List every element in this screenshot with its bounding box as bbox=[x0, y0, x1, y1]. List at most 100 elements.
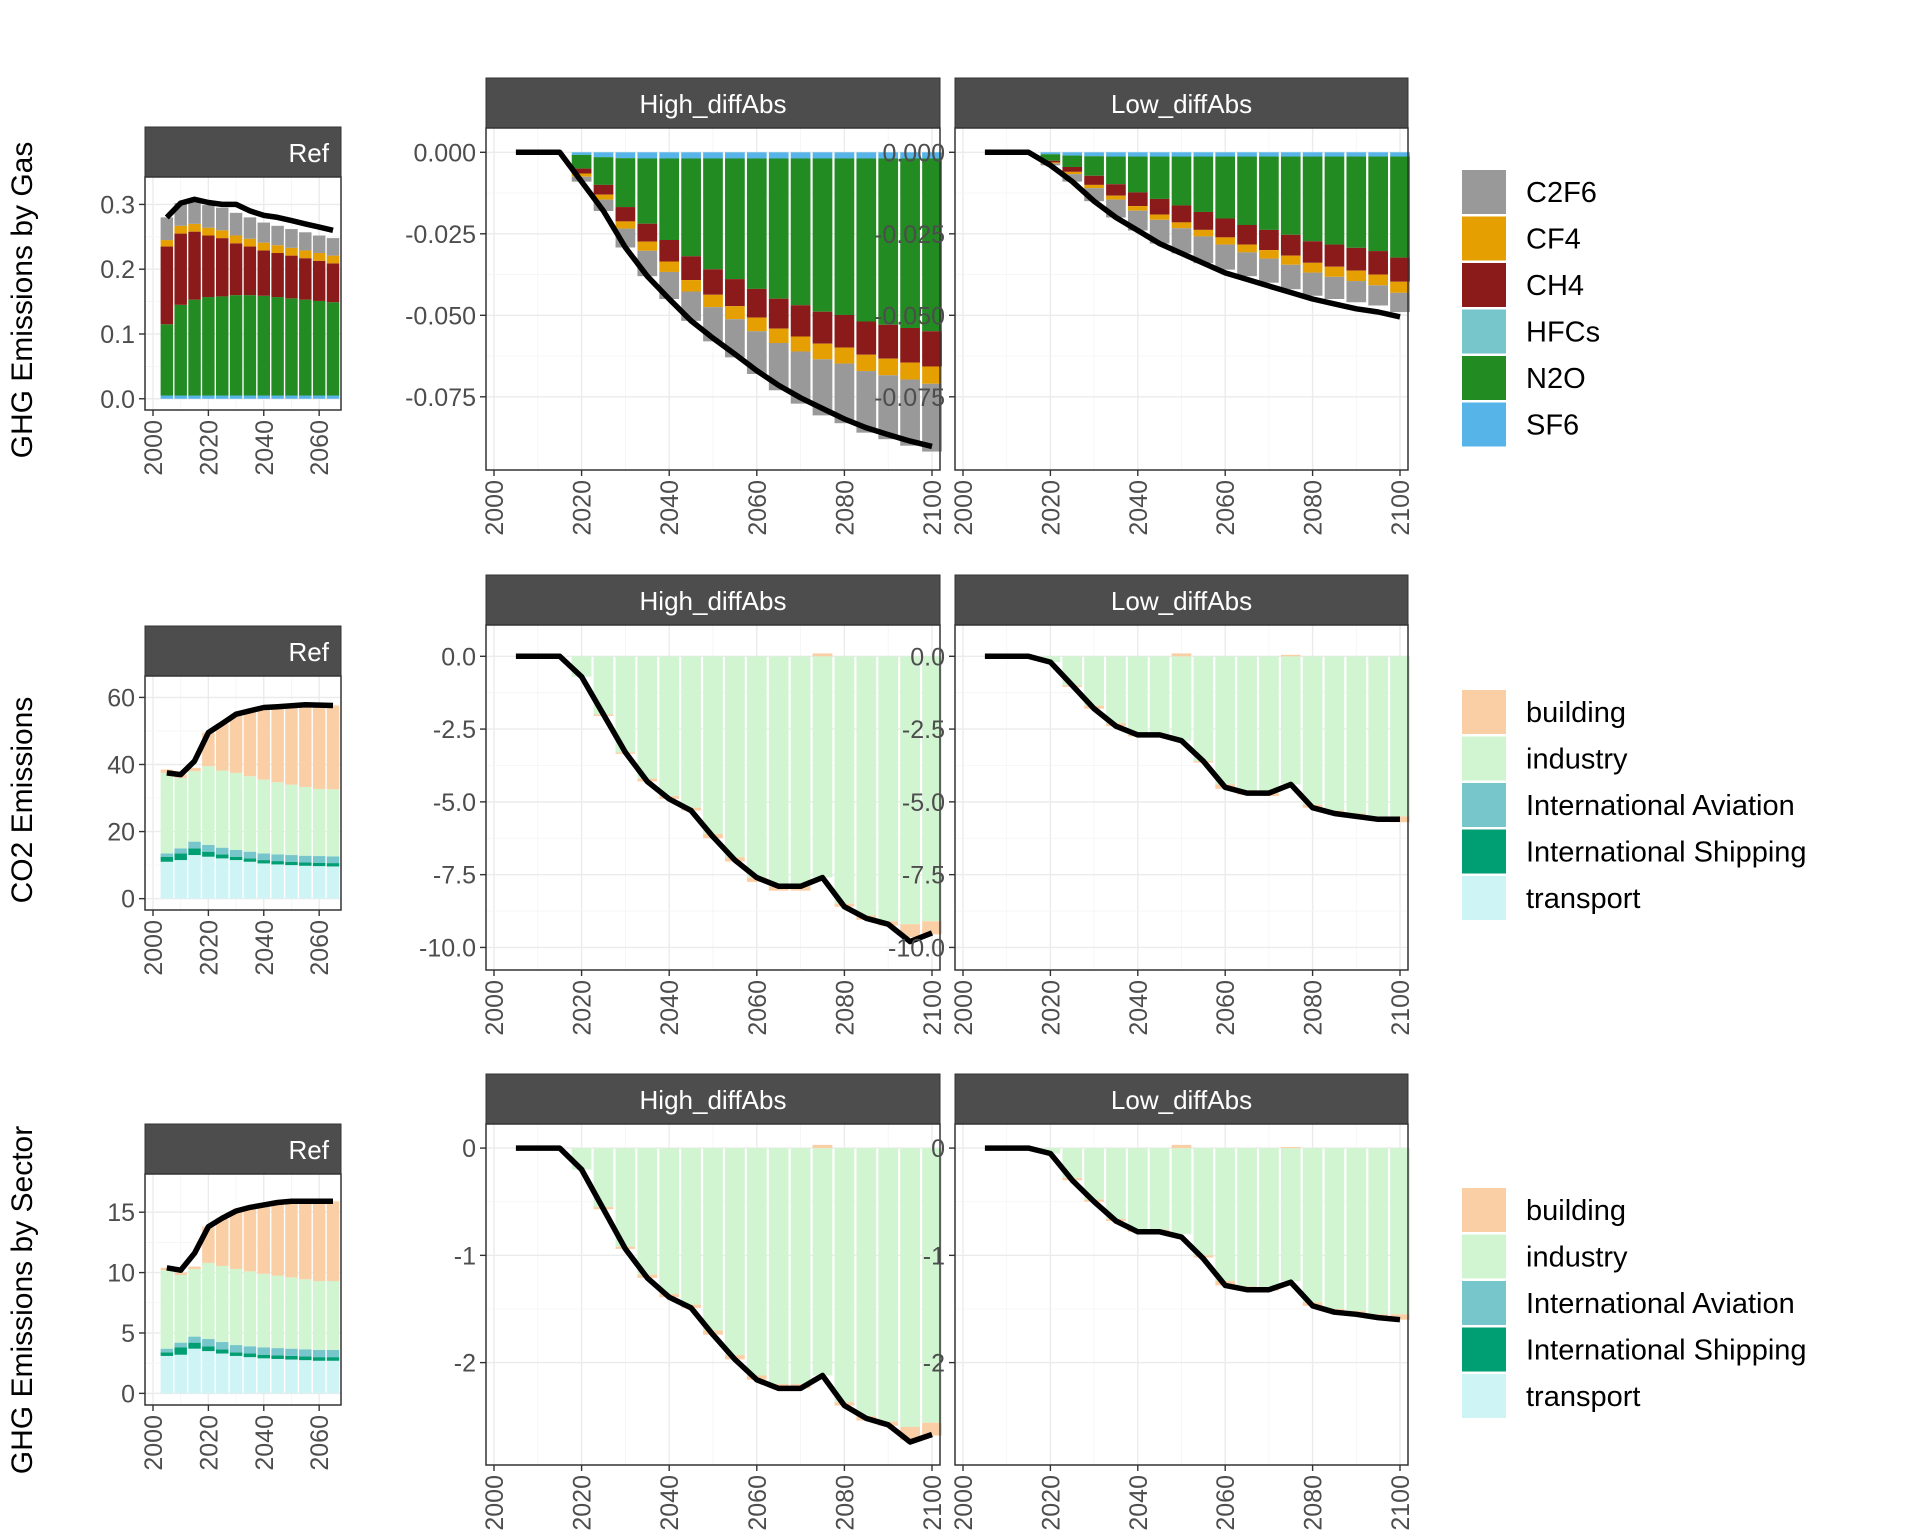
bar-ch4 bbox=[229, 243, 243, 296]
y-axis-title: GHG Emissions by Sector bbox=[6, 1126, 39, 1474]
bar-n2o bbox=[257, 295, 270, 396]
bar-cf4 bbox=[615, 221, 636, 229]
bar-n2o bbox=[1237, 156, 1257, 225]
bar-industry bbox=[812, 656, 833, 878]
bar-sf6 bbox=[1237, 152, 1257, 157]
y-tick-label: 60 bbox=[107, 684, 135, 712]
bar-building bbox=[299, 704, 312, 787]
bar-n2o bbox=[703, 158, 723, 270]
bar-n2o bbox=[1193, 156, 1214, 212]
bar-sf6 bbox=[216, 395, 229, 399]
bar-industry bbox=[593, 1148, 614, 1208]
bar-c2f6 bbox=[271, 225, 284, 246]
x-tick-label: 2080 bbox=[831, 480, 859, 536]
panel-border bbox=[485, 624, 941, 971]
bar-cf4 bbox=[725, 306, 745, 320]
x-tick-label: 2040 bbox=[251, 920, 279, 976]
bar-sf6 bbox=[1127, 152, 1148, 157]
bar-sf6 bbox=[312, 395, 326, 399]
bar-cf4 bbox=[174, 225, 187, 234]
bar-industry bbox=[243, 776, 257, 852]
bar-n2o bbox=[243, 295, 257, 396]
bar-industry bbox=[1324, 656, 1345, 811]
total-line bbox=[515, 1145, 933, 1445]
panel-border bbox=[485, 1123, 941, 1466]
bar-industry bbox=[812, 1148, 833, 1376]
y-tick-label: -7.5 bbox=[902, 862, 945, 890]
bar-international-aviation bbox=[299, 855, 312, 863]
bar-industry bbox=[1040, 656, 1061, 663]
bar-industry bbox=[174, 1275, 187, 1343]
bar-industry bbox=[1171, 1148, 1192, 1234]
x-tick-label: 2080 bbox=[831, 1475, 859, 1531]
bar-industry bbox=[312, 1281, 326, 1350]
x-tick-label: 2080 bbox=[1300, 980, 1328, 1036]
x-tick-label: 2040 bbox=[656, 980, 684, 1036]
y-tick-label: 40 bbox=[107, 751, 135, 779]
facet-strip bbox=[954, 574, 1409, 626]
bar-n2o bbox=[285, 298, 298, 396]
bar-n2o bbox=[1368, 156, 1388, 252]
bar-ch4 bbox=[1280, 234, 1301, 256]
bar-international-shipping bbox=[271, 861, 284, 865]
bar-n2o bbox=[1215, 156, 1236, 219]
legend-label: building bbox=[1526, 697, 1626, 729]
bar-international-aviation bbox=[299, 1349, 312, 1357]
bar-industry bbox=[1171, 656, 1192, 741]
panel-border bbox=[485, 127, 941, 471]
bar-sf6 bbox=[1149, 152, 1170, 157]
bar-international-shipping bbox=[326, 1357, 340, 1361]
bar-sf6 bbox=[257, 395, 270, 399]
y-tick-label: -2.5 bbox=[902, 716, 945, 744]
bar-international-aviation bbox=[229, 850, 243, 857]
bar-n2o bbox=[174, 304, 187, 396]
bar-transport bbox=[257, 1358, 270, 1394]
legend-label: CF4 bbox=[1526, 224, 1581, 256]
bar-cf4 bbox=[1280, 255, 1301, 265]
bar-international-aviation bbox=[271, 1348, 284, 1356]
x-tick-label: 2040 bbox=[1125, 1475, 1153, 1531]
x-tick-label: 2000 bbox=[950, 1475, 978, 1531]
y-tick-label: -0.050 bbox=[405, 302, 476, 330]
bar-industry bbox=[1368, 656, 1388, 817]
bar-transport bbox=[243, 861, 257, 899]
bar-international-aviation bbox=[202, 844, 215, 852]
y-tick-label: 0.2 bbox=[100, 256, 135, 284]
facet-strip-label: High_diffAbs bbox=[640, 586, 787, 616]
bar-sf6 bbox=[703, 152, 723, 159]
bar-industry bbox=[1302, 1148, 1323, 1303]
panel-border bbox=[144, 675, 342, 911]
bar-transport bbox=[243, 1357, 257, 1394]
legend: building industry International Aviation In… bbox=[1462, 1188, 1807, 1418]
bar-n2o bbox=[746, 158, 767, 289]
bar-industry bbox=[285, 1277, 298, 1349]
bar-c2f6 bbox=[834, 363, 855, 424]
facet-strip bbox=[485, 77, 941, 129]
bar-n2o bbox=[326, 302, 340, 396]
y-tick-label: -1 bbox=[923, 1242, 945, 1270]
facet-strip-label: Ref bbox=[289, 138, 330, 168]
bar-industry bbox=[1259, 1148, 1279, 1288]
bar-international-shipping bbox=[174, 853, 187, 861]
bar-industry bbox=[1106, 1148, 1126, 1219]
bar-n2o bbox=[922, 158, 942, 332]
bar-industry bbox=[900, 656, 920, 925]
bar-international-aviation bbox=[188, 1336, 201, 1343]
legend-swatch bbox=[1462, 783, 1506, 827]
facet-strip-label: Low_diffAbs bbox=[1111, 89, 1252, 119]
x-tick-label: 2100 bbox=[919, 1475, 947, 1531]
bar-transport bbox=[299, 865, 312, 899]
bar-industry bbox=[1215, 656, 1236, 785]
bar-building bbox=[285, 705, 298, 785]
legend-label: CH4 bbox=[1526, 270, 1584, 302]
x-tick-label: 2100 bbox=[919, 980, 947, 1036]
bar-building bbox=[900, 924, 920, 938]
bar-n2o bbox=[637, 158, 658, 224]
bar-ch4 bbox=[1302, 241, 1323, 263]
bar-building bbox=[271, 706, 284, 783]
bar-sf6 bbox=[1062, 152, 1083, 156]
bar-ch4 bbox=[790, 305, 811, 337]
bar-cf4 bbox=[326, 255, 340, 264]
bar-industry bbox=[1280, 656, 1301, 785]
